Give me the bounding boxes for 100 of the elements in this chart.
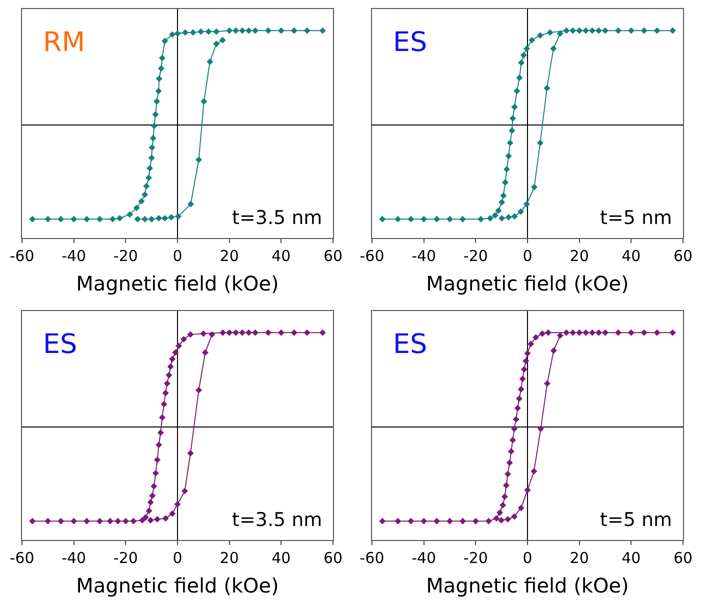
point [669, 329, 676, 336]
point [142, 216, 148, 222]
x-tick-label: 60 [673, 247, 693, 265]
point [492, 212, 498, 219]
point [524, 486, 531, 494]
point [172, 349, 179, 356]
point [142, 514, 149, 521]
point [246, 27, 252, 34]
point [528, 36, 536, 44]
point [142, 191, 148, 198]
point [202, 349, 208, 356]
point [220, 329, 226, 336]
point [472, 518, 479, 524]
point [528, 340, 534, 348]
point [505, 214, 512, 221]
point [226, 329, 233, 336]
x-tick-label: 0 [172, 549, 182, 567]
point [556, 332, 564, 339]
point [523, 200, 530, 208]
x-axis-title: Magnetic field (kOe) [76, 574, 279, 598]
x-tick-label: 0 [172, 247, 182, 265]
point [158, 54, 166, 62]
point [182, 29, 189, 36]
point [518, 386, 524, 392]
point [206, 58, 214, 66]
point [576, 27, 583, 34]
point [420, 216, 428, 222]
point [506, 459, 513, 466]
point [516, 74, 523, 82]
x-tick-label: 40 [272, 549, 291, 567]
point [640, 329, 648, 336]
point [290, 27, 298, 34]
point [544, 380, 550, 387]
point [96, 216, 103, 222]
point [514, 404, 521, 412]
annotation: ES [393, 27, 428, 58]
point [145, 174, 152, 181]
point [205, 28, 212, 35]
point [504, 166, 510, 172]
point [198, 28, 204, 35]
point [582, 27, 590, 34]
point [182, 488, 188, 494]
point [174, 500, 181, 508]
point [156, 75, 162, 82]
x-tick-label: 20 [570, 247, 589, 265]
point [200, 98, 208, 105]
point [509, 436, 516, 444]
x-tick-label: 60 [323, 549, 343, 567]
annotation: ES [393, 329, 428, 360]
point [116, 214, 123, 222]
point [523, 45, 530, 52]
x-tick-label: -40 [412, 247, 436, 265]
point [550, 45, 557, 52]
point [196, 156, 202, 164]
point [162, 390, 169, 396]
point [164, 380, 170, 387]
point [169, 31, 176, 38]
point [496, 509, 504, 516]
point [162, 38, 168, 44]
x-tick-label: -40 [412, 549, 436, 567]
point [155, 88, 162, 94]
point [169, 510, 176, 517]
point [544, 84, 550, 92]
point [614, 27, 622, 34]
point [84, 216, 90, 222]
point [654, 329, 660, 336]
point [546, 29, 554, 36]
x-tick-label: -40 [62, 247, 86, 265]
point [134, 216, 141, 222]
point [514, 88, 520, 94]
point [504, 516, 512, 523]
point [550, 347, 557, 354]
point [498, 198, 506, 206]
point [58, 216, 64, 222]
point [154, 456, 161, 464]
x-tick-label: 60 [673, 549, 693, 567]
point [44, 216, 52, 222]
point [143, 182, 150, 190]
x-tick-label: 20 [220, 549, 239, 567]
x-tick-label: -60 [360, 247, 384, 265]
point [506, 140, 514, 146]
point [232, 329, 240, 336]
annotation: t=5 nm [600, 509, 672, 531]
point [493, 515, 500, 522]
point [246, 329, 252, 336]
x-tick-label: 20 [220, 247, 239, 265]
x-tick-label: 60 [323, 247, 343, 265]
point [379, 518, 386, 524]
point [168, 214, 175, 221]
point [187, 450, 194, 457]
point [530, 468, 538, 474]
x-tick-label: -20 [113, 247, 138, 265]
point [252, 329, 258, 336]
point [219, 36, 226, 44]
point [232, 27, 240, 34]
point [478, 216, 484, 222]
point [278, 27, 284, 34]
point [500, 192, 507, 199]
point [520, 52, 527, 58]
point [536, 32, 544, 39]
